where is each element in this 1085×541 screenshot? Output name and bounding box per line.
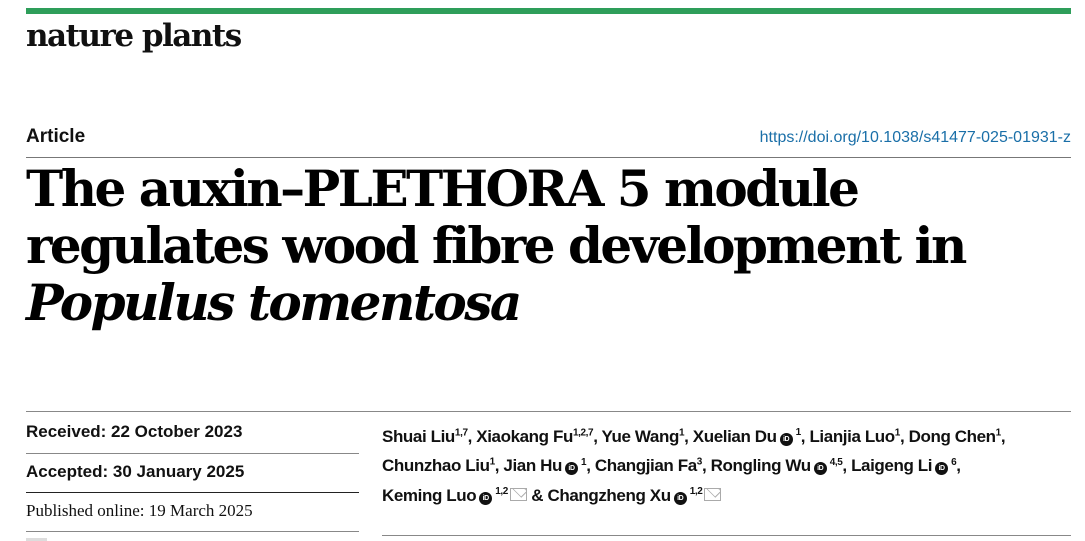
author: Changzheng Xu iD1,2 [547,485,722,505]
author: Rongling Wu iD4,5, [710,456,852,476]
affiliation-marker[interactable]: 1 [795,427,802,438]
article-type: Article [26,126,86,147]
journal-logo[interactable]: nature plants [26,18,242,54]
author-separator: , [956,456,965,476]
orcid-icon[interactable]: iD [673,491,687,505]
doi-link[interactable]: https://doi.org/10.1038/s41477-025-01931… [759,129,1071,146]
affiliation-marker[interactable]: 1 [581,456,587,468]
author: Shuai Liu1,7, [382,427,476,446]
affiliation-marker[interactable]: 1 [995,427,1002,438]
author-name[interactable]: Xuelian Du [692,426,777,446]
divider [26,157,1071,158]
affiliation-marker[interactable]: 1,2,7 [572,427,594,438]
orcid-icon[interactable]: iD [813,462,827,476]
author-separator: , [494,456,504,476]
orcid-icon[interactable]: iD [565,462,579,476]
title-text: The auxin–PLETHORA 5 module regulates wo… [26,159,967,275]
divider [26,492,359,493]
author-name[interactable]: Changzheng Xu [547,485,671,505]
author-separator: , [800,426,810,446]
author: Laigeng Li iD6, [851,456,965,476]
author-name[interactable]: Dong Chen [908,426,996,446]
affiliation-marker[interactable]: 1 [678,427,685,438]
author-name[interactable]: Chunzhao Liu [382,456,490,476]
author: Changjian Fa3, [595,456,711,475]
author-separator: , [842,456,852,476]
author-name[interactable]: Shuai Liu [382,426,455,446]
author: Jian Hu iD1, [503,456,595,476]
affiliation-marker[interactable]: 1,7 [454,427,468,438]
author-separator: , [701,456,711,476]
author-list: Shuai Liu1,7, Xiaokang Fu1,2,7, Yue Wang… [382,420,1072,509]
author-separator: & [526,485,548,505]
author: Xiaokang Fu1,2,7, [476,427,601,446]
author-name[interactable]: Keming Luo [382,485,477,505]
author-name[interactable]: Yue Wang [601,426,680,446]
author-name[interactable]: Rongling Wu [710,456,811,476]
affiliation-marker[interactable]: 4,5 [829,456,843,468]
envelope-icon[interactable] [704,487,722,501]
author-separator: , [467,426,477,446]
journal-accent-bar [26,8,1071,14]
author-separator: , [586,456,595,476]
divider [26,531,359,532]
author: Dong Chen1, [909,427,1010,446]
affiliation-marker[interactable]: 6 [951,456,957,468]
article-title: The auxin–PLETHORA 5 module regulates wo… [26,160,1066,331]
divider-stub [26,538,47,541]
author-separator: , [593,426,602,446]
author: Keming Luo iD1,2 & [382,486,547,505]
title-species: Populus tomentosa [26,273,522,332]
envelope-icon[interactable] [509,487,527,501]
affiliation-marker[interactable]: 1,2 [689,486,703,498]
affiliation-marker[interactable]: 1 [894,427,901,438]
author-name[interactable]: Lianjia Luo [809,426,895,446]
accepted-date: Accepted: 30 January 2025 [26,462,245,481]
author-name[interactable]: Jian Hu [503,456,563,476]
received-date: Received: 22 October 2023 [26,422,243,441]
divider [382,535,1071,536]
author: Yue Wang1, [602,427,693,446]
author-separator: , [1000,426,1010,446]
affiliation-marker[interactable]: 3 [696,456,703,468]
author-name[interactable]: Xiaokang Fu [476,426,573,446]
author: Lianjia Luo1, [809,427,908,446]
orcid-icon[interactable]: iD [779,432,793,446]
orcid-icon[interactable]: iD [479,491,493,505]
divider [26,453,359,454]
author: Chunzhao Liu1, [382,456,503,475]
author-name[interactable]: Changjian Fa [594,456,697,476]
orcid-icon[interactable]: iD [935,462,949,476]
divider [26,411,1071,412]
author-name[interactable]: Laigeng Li [851,456,933,476]
published-date: Published online: 19 March 2025 [26,501,253,520]
affiliation-marker[interactable]: 1 [489,456,496,468]
author-separator: , [899,426,909,446]
author: Xuelian Du iD1, [693,427,810,446]
affiliation-marker[interactable]: 1,2 [495,486,508,498]
author-separator: , [684,426,693,446]
